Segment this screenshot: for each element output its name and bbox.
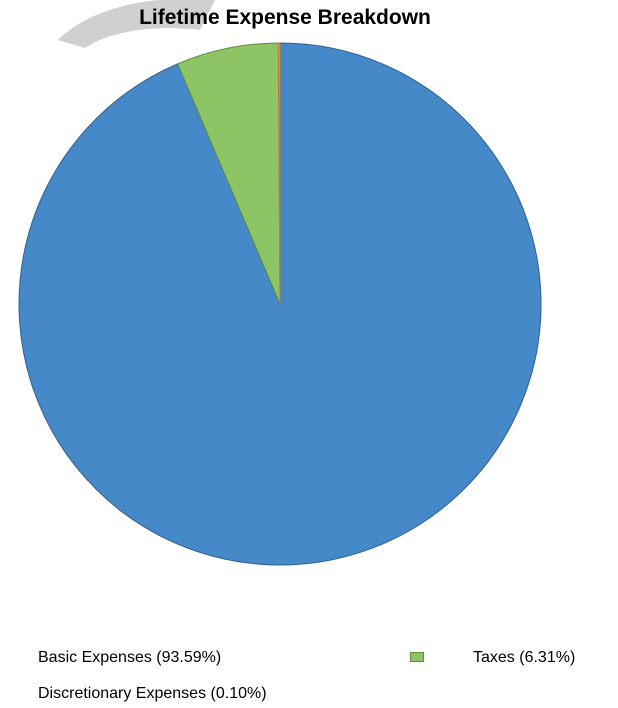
pie-slice-discretionary-expenses [277,42,281,305]
legend-label-taxes: Taxes (6.31%) [473,649,576,666]
pie-slice-basic-expenses [18,42,542,566]
legend-swatch-taxes [410,652,424,662]
legend-label-discretionary-expenses: Discretionary Expenses (0.10%) [38,685,267,702]
legend-label-basic-expenses: Basic Expenses (93.59%) [38,649,222,666]
chart-title: Lifetime Expense Breakdown [139,6,431,29]
